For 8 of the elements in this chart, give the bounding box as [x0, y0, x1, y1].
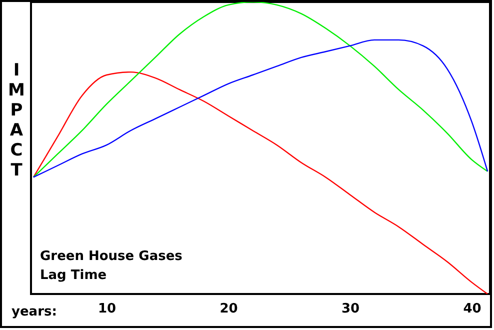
y-axis-title: IMPACT [8, 60, 25, 180]
x-tick-label: 20 [220, 302, 238, 316]
x-tick-label: 40 [463, 302, 482, 316]
annotation: Lag Time [40, 268, 107, 283]
annotation: Green House Gases [40, 249, 183, 264]
x-axis-title: years: [12, 304, 57, 320]
x-tick-label: 30 [341, 302, 360, 316]
x-tick-label: 10 [98, 302, 116, 316]
